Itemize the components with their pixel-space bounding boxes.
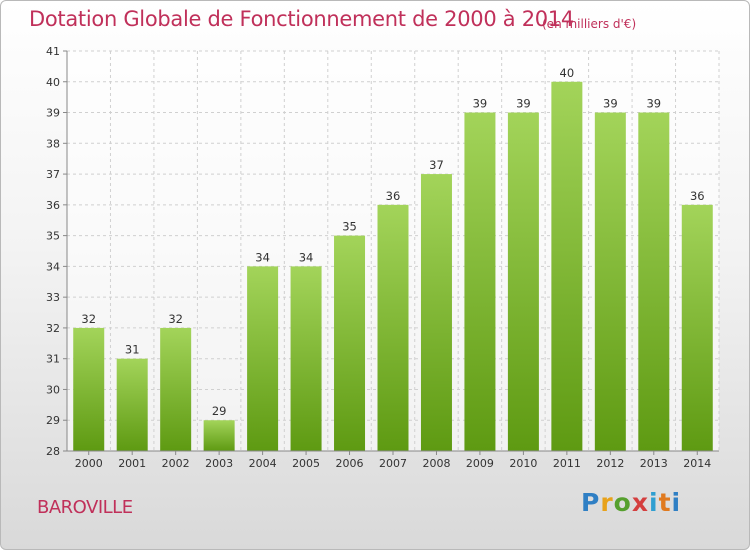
x-tick-label: 2003 (205, 457, 233, 470)
bar-2010[interactable] (507, 112, 539, 452)
bar-2000[interactable] (73, 327, 105, 451)
x-tick-label: 2009 (466, 457, 494, 470)
data-label-2003: 29 (212, 404, 227, 418)
bar-2008[interactable] (420, 174, 452, 452)
logo-letter: x (631, 488, 649, 517)
chart-unit: (en milliers d'€) (542, 17, 637, 31)
x-tick-label: 2002 (162, 457, 190, 470)
data-label-2000: 32 (81, 312, 96, 326)
x-tick-label: 2006 (336, 457, 364, 470)
y-tick-label: 30 (46, 383, 60, 396)
y-tick-label: 34 (46, 260, 60, 273)
data-label-2002: 32 (168, 312, 183, 326)
bar-2001[interactable] (116, 358, 148, 451)
data-label-2010: 39 (516, 97, 531, 111)
commune-name: BAROVILLE (37, 497, 133, 518)
data-label-2004: 34 (255, 250, 270, 264)
y-tick-label: 36 (46, 199, 60, 212)
x-tick-label: 2014 (683, 457, 711, 470)
data-label-2013: 39 (646, 97, 661, 111)
bar-2002[interactable] (160, 327, 192, 451)
axes: 28 29 30 31 32 33 34 35 36 37 38 39 40 41 2000 2001 2002… (46, 45, 719, 470)
bar-2012[interactable] (594, 112, 626, 452)
x-tick-label: 2005 (292, 457, 320, 470)
x-tick-label: 2012 (596, 457, 624, 470)
data-label-2007: 36 (386, 189, 401, 203)
logo-letter: r (600, 488, 614, 517)
y-tick-label: 29 (46, 414, 60, 427)
y-tick-label: 31 (46, 353, 60, 366)
data-label-2014: 36 (690, 189, 705, 203)
data-label-2008: 37 (429, 158, 444, 172)
logo-letter: i (671, 488, 682, 517)
data-label-2009: 39 (473, 97, 488, 111)
x-tick-label: 2001 (118, 457, 146, 470)
logo-letter: o (613, 488, 632, 517)
bars (73, 81, 713, 452)
x-tick-label: 2007 (379, 457, 407, 470)
bar-2011[interactable] (551, 81, 583, 452)
y-tick-label: 33 (46, 291, 60, 304)
y-tick-label: 28 (46, 445, 60, 458)
logo-letter: t (658, 488, 672, 517)
x-tick-label: 2000 (75, 457, 103, 470)
logo-letter: i (649, 488, 659, 517)
y-tick-label: 38 (46, 137, 60, 150)
y-tick-label: 35 (46, 230, 60, 243)
data-label-2001: 31 (125, 343, 140, 357)
bar-2006[interactable] (334, 235, 366, 451)
logo-letter: P (581, 488, 601, 517)
bar-2009[interactable] (464, 112, 496, 452)
bar-2014[interactable] (681, 204, 713, 451)
data-label-2005: 34 (299, 250, 314, 264)
y-tick-label: 39 (46, 107, 60, 120)
x-tick-label: 2008 (422, 457, 450, 470)
x-tick-label: 2004 (249, 457, 277, 470)
y-tick-label: 32 (46, 322, 60, 335)
bar-2013[interactable] (638, 112, 670, 452)
y-tick-label: 41 (46, 45, 60, 58)
x-tick-label: 2010 (509, 457, 537, 470)
y-tick-label: 40 (46, 76, 60, 89)
bar-2007[interactable] (377, 204, 409, 451)
bar-2003[interactable] (203, 420, 235, 451)
data-label-2011: 40 (560, 66, 575, 80)
data-label-2006: 35 (342, 220, 357, 234)
bar-2005[interactable] (290, 266, 322, 451)
chart-title: Dotation Globale de Fonctionnement de 20… (29, 7, 574, 31)
y-tick-label: 37 (46, 168, 60, 181)
data-labels: 32 31 32 29 34 34 35 36 37 39 39 40 39 39 36 (81, 66, 704, 418)
bar-2004[interactable] (247, 266, 279, 451)
x-tick-label: 2013 (640, 457, 668, 470)
data-label-2012: 39 (603, 97, 618, 111)
x-tick-label: 2011 (553, 457, 581, 470)
proxiti-logo[interactable]: Proxiti (581, 488, 681, 517)
